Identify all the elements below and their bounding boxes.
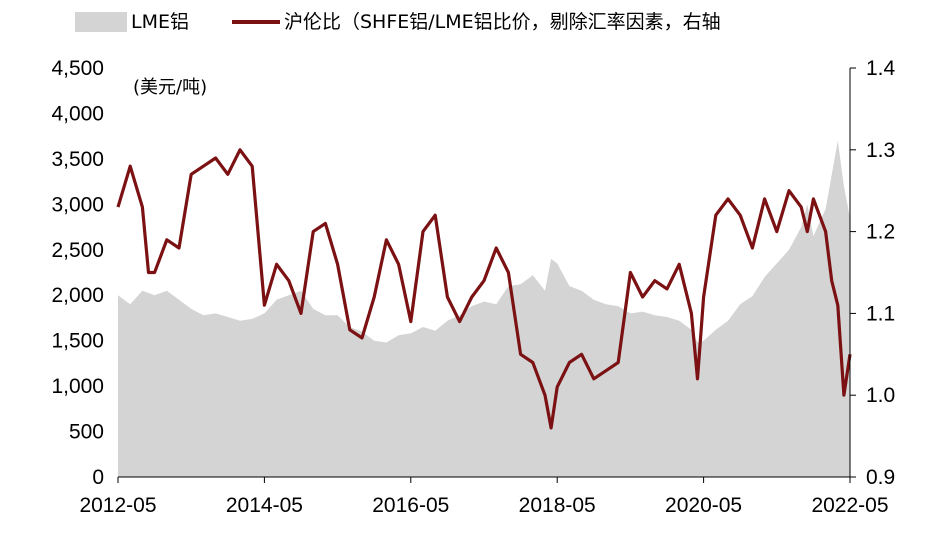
- y-right-tick-label: 1.3: [866, 139, 895, 162]
- y-left-tick-label: 1,000: [51, 375, 104, 398]
- x-tick-label: 2018-05: [519, 494, 596, 517]
- y-left-tick-label: 0: [92, 466, 104, 489]
- x-tick-label: 2016-05: [372, 494, 449, 517]
- y-left-tick-label: 2,500: [51, 239, 104, 262]
- legend-swatch-lme: [75, 12, 127, 32]
- x-tick-label: 2020-05: [665, 494, 742, 517]
- y-left-tick-label: 2,000: [51, 284, 104, 307]
- legend-label-lme: LME铝: [131, 11, 189, 33]
- lme-area: [118, 140, 850, 477]
- y-left-tick-label: 4,500: [51, 57, 104, 80]
- legend: LME铝 沪伦比（SHFE铝/LME铝比价，剔除汇率因素，右轴: [75, 11, 721, 33]
- y-right-tick-label: 1.2: [866, 221, 895, 244]
- x-tick-label: 2022-05: [811, 494, 888, 517]
- tick-labels: 0 500 1,000 1,500 2,000 2,500 3,000 3,500 4,000 4…: [51, 57, 895, 517]
- legend-label-ratio: 沪伦比（SHFE铝/LME铝比价，剔除汇率因素，右轴: [284, 11, 721, 33]
- x-tick-label: 2012-05: [79, 494, 156, 517]
- x-tick-label: 2014-05: [226, 494, 303, 517]
- y-right-tick-label: 1.1: [866, 302, 895, 325]
- y-left-tick-label: 3,000: [51, 193, 104, 216]
- ratio-line-layer: [116, 148, 852, 430]
- y-right-tick-label: 0.9: [866, 466, 895, 489]
- y-left-tick-label: 3,500: [51, 148, 104, 171]
- y-right-tick-label: 1.4: [866, 57, 896, 80]
- ratio-line: [116, 148, 852, 430]
- y-left-tick-label: 500: [69, 421, 104, 444]
- lme-area-layer: [118, 140, 850, 477]
- y-left-tick-label: 4,000: [51, 102, 104, 125]
- y-left-tick-label: 1,500: [51, 330, 104, 353]
- unit-label: (美元/吨): [133, 77, 207, 98]
- y-right-tick-label: 1.0: [866, 384, 895, 407]
- axes: [117, 67, 856, 483]
